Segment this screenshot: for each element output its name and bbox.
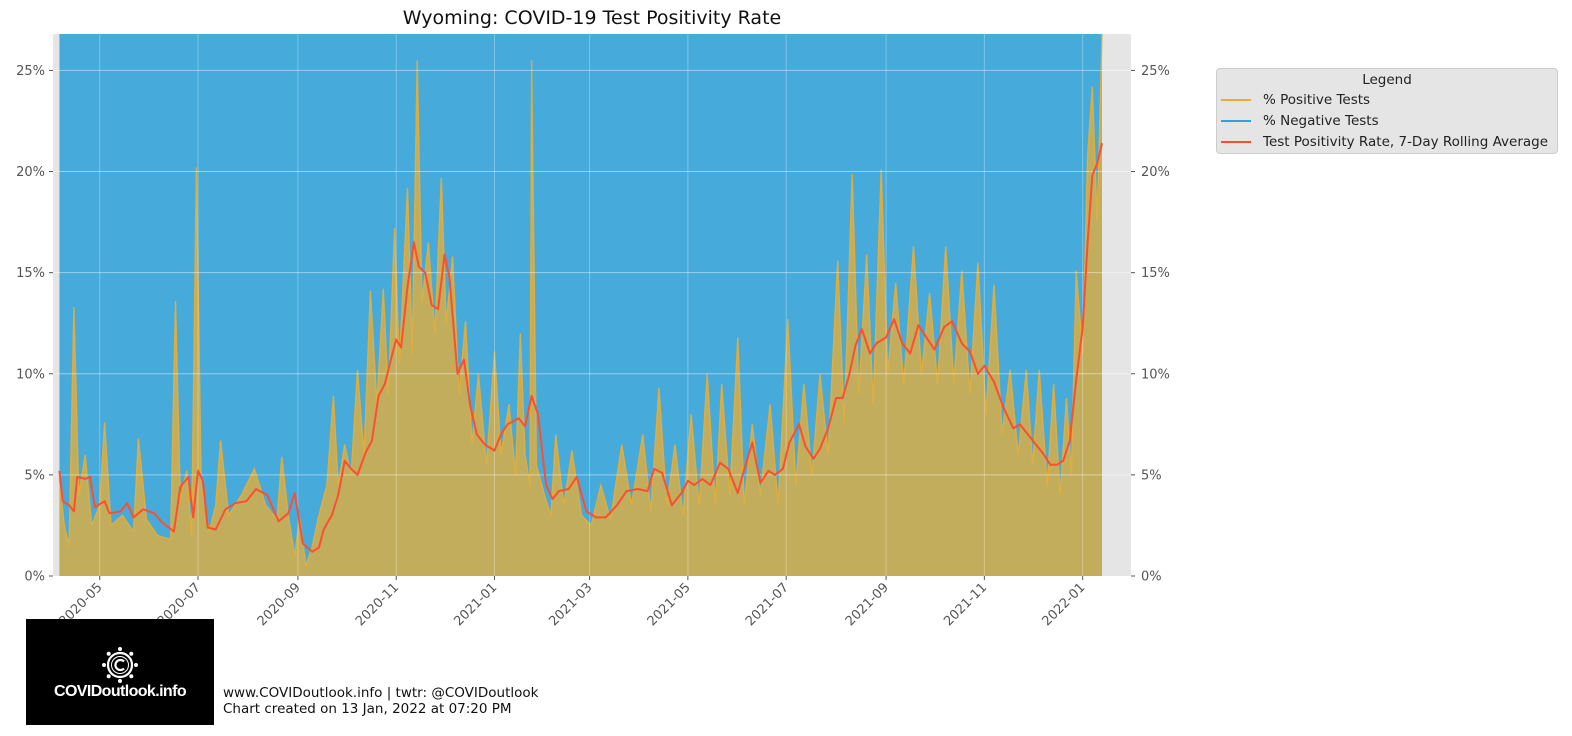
positive-tests-line: [58, 33, 1103, 567]
x-tick-label: 2021-05: [645, 580, 694, 629]
legend-item-negative: % Negative Tests: [1221, 111, 1379, 131]
covidoutlook-logo: COVIDoutlook.info: [26, 619, 214, 725]
legend-swatch-positive: [1221, 99, 1251, 101]
y-tick-label-right: 5%: [1141, 468, 1162, 483]
virus-c-icon: [102, 647, 138, 683]
grid-layer: [53, 34, 1131, 576]
logo-text: COVIDoutlook.info: [53, 683, 187, 700]
legend-swatch-rolling: [1221, 141, 1251, 143]
rolling-average-line: [58, 142, 1103, 553]
x-tick-label: 2022-01: [1039, 580, 1088, 629]
x-tick-label: 2021-09: [843, 580, 892, 629]
y-tick-label-right: 0%: [1141, 570, 1162, 585]
y-tick-label-left: 0%: [24, 570, 45, 585]
legend-swatch-negative: [1221, 120, 1251, 122]
y-tick-label-right: 20%: [1141, 165, 1170, 180]
x-tick-label: 2020-09: [255, 580, 304, 629]
x-tick-label: 2021-11: [941, 580, 990, 629]
x-tick-label: 2021-03: [546, 580, 595, 629]
y-tick-label-right: 15%: [1141, 266, 1170, 281]
legend-label-positive: % Positive Tests: [1263, 92, 1371, 108]
x-tick-label: 2020-11: [353, 580, 402, 629]
positive-tests-area-layer: [58, 33, 1103, 576]
chart-title: Wyoming: COVID-19 Test Positivity Rate: [403, 7, 781, 29]
y-tick-label-right: 10%: [1141, 367, 1170, 382]
credit-line: www.COVIDoutlook.info | twtr: @COVIDoutl…: [223, 685, 539, 701]
legend-title: Legend: [1362, 72, 1412, 88]
x-tick-label: 2021-01: [451, 580, 500, 629]
x-tick-label: 2021-07: [743, 580, 792, 629]
y-tick-label-left: 10%: [16, 367, 45, 382]
y-tick-label-right: 25%: [1141, 64, 1170, 79]
legend-item-positive: % Positive Tests: [1221, 90, 1370, 110]
legend-item-rolling: Test Positivity Rate, 7-Day Rolling Aver…: [1221, 132, 1548, 152]
positive-tests-area: [59, 34, 1102, 576]
y-tick-label-left: 15%: [16, 266, 45, 281]
y-tick-label-left: 20%: [16, 165, 45, 180]
y-tick-label-left: 5%: [24, 468, 45, 483]
legend-label-negative: % Negative Tests: [1263, 113, 1379, 129]
created-line: Chart created on 13 Jan, 2022 at 07:20 P…: [223, 701, 512, 717]
legend: Legend % Positive Tests % Negative Tests…: [1216, 68, 1558, 154]
legend-label-rolling: Test Positivity Rate, 7-Day Rolling Aver…: [1263, 134, 1549, 150]
y-tick-label-left: 25%: [16, 64, 45, 79]
rolling-average-layer: [58, 142, 1103, 553]
